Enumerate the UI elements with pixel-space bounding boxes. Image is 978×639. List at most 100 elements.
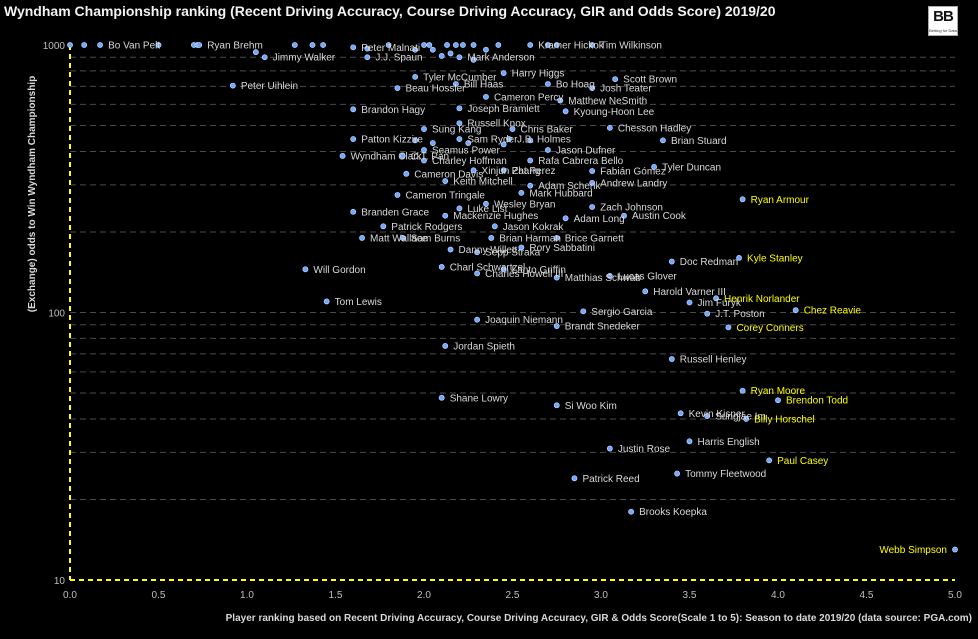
data-point [364, 54, 371, 61]
point-label: Sam Ryder [467, 135, 518, 146]
x-tick-label: 1.5 [329, 590, 343, 601]
point-label: Harris English [698, 437, 760, 448]
data-point [713, 295, 719, 302]
data-point [97, 42, 103, 48]
point-label: Rafa Cabrera Bello [538, 156, 623, 167]
data-point [500, 141, 507, 148]
data-point [518, 189, 525, 196]
data-point [651, 164, 657, 170]
data-point [474, 270, 480, 277]
data-point [668, 356, 675, 362]
point-label: Tyler McCumber [423, 72, 497, 83]
data-point [359, 235, 365, 241]
data-point [686, 299, 693, 306]
point-label: Tommy Fleetwood [685, 469, 766, 480]
data-point [429, 140, 436, 146]
point-label: Sungjae Im [715, 412, 766, 423]
point-label: Joseph Bramlett [467, 104, 539, 115]
point-label: Brendon Todd [786, 396, 848, 407]
brand-logo: BB Betting for Data [928, 6, 958, 36]
point-label: Scott Brown [623, 75, 677, 86]
data-point [438, 53, 445, 59]
data-point [452, 42, 459, 48]
y-axis-title: (Exchange) odds to Win Wyndham Champions… [27, 76, 38, 312]
point-label: Cameron Percy [494, 92, 563, 103]
data-point [483, 46, 489, 53]
data-point [506, 136, 512, 142]
x-axis-title: Player ranking based on Recent Driving A… [226, 613, 972, 624]
data-point [412, 46, 419, 53]
point-label: Tom Lewis [335, 297, 382, 308]
point-label: Seamus Power [432, 146, 500, 157]
data-point [518, 244, 525, 251]
data-point [470, 42, 477, 48]
point-label: Charles Howell III [485, 269, 563, 280]
point-label: Mackenzie Hughes [453, 211, 538, 222]
point-label: Joaquin Niemann [485, 315, 563, 326]
point-label: Luke List [467, 204, 507, 215]
data-point [686, 438, 693, 445]
data-point [500, 167, 507, 174]
x-tick-label: 2.5 [506, 590, 520, 601]
data-point [350, 208, 357, 215]
point-label: Brandon Hagy [361, 105, 425, 116]
data-point [394, 85, 401, 92]
point-label: Patrick Rodgers [391, 222, 462, 233]
data-point [444, 42, 450, 48]
point-label: Matthias Schwab [565, 273, 642, 284]
data-point [571, 475, 578, 482]
y-tick-label: 10 [54, 576, 66, 587]
data-point [500, 266, 507, 273]
point-label: Patton Kizzire [361, 135, 423, 146]
data-point [447, 50, 454, 57]
point-label: Jim Furyk [698, 298, 742, 309]
axes [69, 45, 955, 581]
data-point [495, 42, 502, 48]
data-point [606, 445, 613, 452]
point-label: Russell Knox [467, 119, 525, 130]
data-point [775, 397, 781, 404]
point-label: Justin Rose [618, 444, 671, 455]
data-point [589, 168, 596, 174]
point-label: Shane Lowry [450, 393, 508, 404]
point-label: Russell Henley [680, 355, 747, 366]
point-label: Lanto Griffin [512, 265, 566, 276]
point-label: Sergio Garcia [591, 307, 653, 318]
x-tick-label: 5.0 [948, 590, 962, 601]
data-point [442, 212, 449, 219]
point-label: Webb Simpson [879, 545, 947, 556]
point-label: Paul Casey [777, 456, 828, 467]
data-point [553, 42, 560, 48]
data-point [350, 44, 357, 51]
data-point [483, 93, 489, 100]
point-label: Bo Hoag [556, 79, 595, 90]
data-point [553, 274, 560, 281]
data-point [677, 410, 684, 417]
data-point [792, 307, 799, 314]
point-label: Bill Haas [464, 79, 503, 90]
data-point [261, 54, 268, 61]
data-point [527, 42, 534, 48]
data-point [674, 470, 681, 477]
data-point [621, 212, 627, 219]
data-point [557, 97, 564, 104]
data-point [606, 273, 613, 279]
point-label: Sam Burns [411, 233, 460, 244]
data-point [412, 137, 419, 144]
data-point [736, 254, 742, 261]
point-label: J.B. Holmes [517, 135, 571, 146]
data-point [429, 46, 436, 53]
point-label: Kevin Kisner [689, 409, 746, 420]
data-point [452, 81, 459, 87]
point-label: Brice Garnett [565, 233, 624, 244]
point-label: Brandt Snedeker [565, 322, 641, 333]
data-point [642, 288, 649, 295]
point-label: Matthew NeSmith [568, 96, 647, 107]
data-point [399, 235, 406, 241]
data-point [456, 54, 463, 61]
data-point [743, 416, 750, 422]
data-point [527, 137, 534, 144]
point-label: Adam Schenk [538, 181, 601, 192]
chart-title: Wyndham Championship ranking (Recent Dri… [4, 3, 776, 19]
